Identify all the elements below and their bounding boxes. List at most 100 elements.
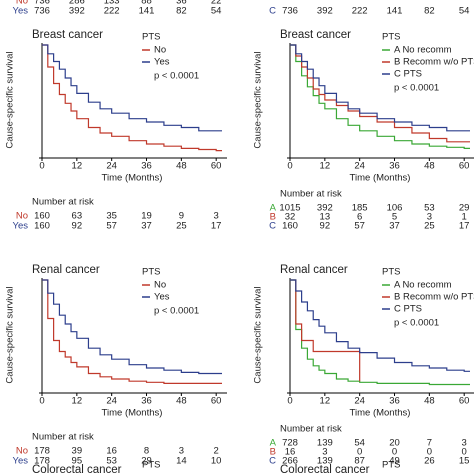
- risk-count: 139: [317, 438, 333, 449]
- risk-count: 36: [176, 0, 187, 7]
- risk-row-label: C: [269, 221, 276, 232]
- risk-row-label: Yes: [13, 6, 29, 17]
- x-tick-label: 48: [176, 161, 187, 172]
- survival-curve: [290, 279, 470, 372]
- risk-title: Number at risk: [280, 189, 342, 200]
- risk-count: 49: [389, 456, 400, 467]
- risk-count: 57: [106, 221, 117, 232]
- risk-count: 19: [141, 211, 152, 222]
- risk-count: 3: [322, 447, 327, 458]
- risk-count: 178: [34, 456, 50, 467]
- x-tick-label: 0: [287, 161, 292, 172]
- legend-label: C PTS: [394, 304, 422, 315]
- risk-count: 1015: [279, 203, 300, 214]
- survival-curve: [42, 44, 222, 132]
- survival-curve: [290, 44, 470, 132]
- risk-count: 222: [352, 6, 368, 17]
- risk-count: 25: [424, 221, 435, 232]
- y-axis-label: Cause-specific survival: [253, 51, 264, 148]
- p-value: p < 0.0001: [394, 83, 439, 94]
- risk-count: 53: [424, 203, 435, 214]
- legend-title: PTS: [382, 460, 400, 471]
- legend-label: No: [154, 280, 166, 291]
- x-axis-label: Time (Months): [102, 173, 163, 184]
- risk-row-label: No: [16, 0, 28, 7]
- x-tick-label: 60: [211, 396, 222, 407]
- risk-count: 2: [214, 446, 219, 457]
- risk-count: 10: [211, 456, 222, 467]
- risk-count: 3: [462, 438, 467, 449]
- risk-count: 392: [317, 203, 333, 214]
- risk-count: 6: [357, 212, 362, 223]
- risk-count: 3: [179, 446, 184, 457]
- risk-row-label: No: [16, 446, 28, 457]
- x-tick-label: 24: [354, 396, 365, 407]
- risk-count: 20: [389, 438, 400, 449]
- x-axis-label: Time (Months): [350, 408, 411, 419]
- risk-count: 8: [144, 446, 149, 457]
- risk-count: 3: [214, 211, 219, 222]
- survival-curve: [290, 279, 361, 382]
- risk-row-label: Yes: [13, 456, 29, 467]
- panel-title: Renal cancer: [32, 264, 100, 276]
- x-tick-label: 24: [106, 161, 117, 172]
- risk-count: 57: [354, 221, 365, 232]
- risk-count: 15: [459, 456, 470, 467]
- x-tick-label: 36: [389, 161, 400, 172]
- x-tick-label: 0: [287, 396, 292, 407]
- risk-count: 26: [424, 456, 435, 467]
- x-tick-label: 36: [141, 161, 152, 172]
- x-tick-label: 12: [72, 161, 83, 172]
- risk-count: 160: [282, 221, 298, 232]
- risk-count: 133: [104, 0, 120, 7]
- risk-count: 13: [320, 212, 331, 223]
- x-tick-label: 24: [106, 396, 117, 407]
- risk-count: 32: [285, 212, 296, 223]
- risk-count: 35: [106, 211, 117, 222]
- risk-count: 29: [141, 456, 152, 467]
- survival-curve: [42, 44, 222, 152]
- risk-count: 160: [34, 221, 50, 232]
- risk-count: 17: [459, 221, 470, 232]
- x-tick-label: 60: [459, 396, 470, 407]
- risk-row-label: No: [16, 211, 28, 222]
- risk-count: 222: [104, 6, 120, 17]
- legend-title: PTS: [142, 32, 160, 43]
- risk-row-label: Yes: [13, 221, 29, 232]
- y-axis-label: Cause-specific survival: [253, 286, 264, 383]
- risk-count: 1: [462, 212, 467, 223]
- risk-count: 25: [176, 221, 187, 232]
- risk-count: 728: [282, 438, 298, 449]
- risk-count: 82: [424, 6, 435, 17]
- risk-count: 0: [357, 447, 362, 458]
- risk-count: 63: [72, 211, 83, 222]
- survival-curve: [42, 279, 222, 375]
- risk-count: 17: [211, 221, 222, 232]
- risk-count: 29: [459, 203, 470, 214]
- panel-title: Colorectal cancer: [280, 464, 370, 474]
- legend-label: B Recomm w/o PTS: [394, 57, 474, 68]
- legend-title: PTS: [382, 267, 400, 278]
- risk-count: 39: [72, 446, 83, 457]
- x-tick-label: 48: [424, 161, 435, 172]
- risk-count: 16: [285, 447, 296, 458]
- risk-count: 286: [69, 0, 85, 7]
- risk-count: 88: [141, 0, 152, 7]
- x-tick-label: 36: [389, 396, 400, 407]
- risk-count: 160: [34, 211, 50, 222]
- legend-title: PTS: [142, 460, 160, 471]
- risk-count: 178: [34, 446, 50, 457]
- x-tick-label: 0: [39, 161, 44, 172]
- legend-label: C PTS: [394, 69, 422, 80]
- risk-count: 82: [176, 6, 187, 17]
- risk-count: 266: [282, 456, 298, 467]
- risk-count: 54: [354, 438, 365, 449]
- x-tick-label: 36: [141, 396, 152, 407]
- risk-count: 736: [34, 6, 50, 17]
- risk-count: 736: [34, 0, 50, 7]
- risk-count: 14: [176, 456, 187, 467]
- risk-row-label: A: [270, 203, 277, 214]
- panel-title: Breast cancer: [280, 29, 351, 41]
- risk-count: 92: [72, 221, 83, 232]
